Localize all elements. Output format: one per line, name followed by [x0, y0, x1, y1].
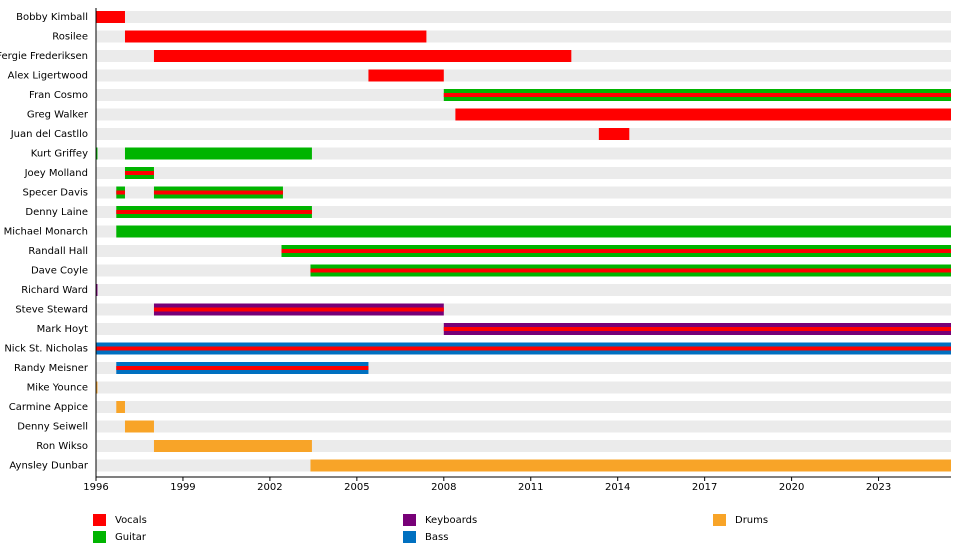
span-stripe	[281, 249, 951, 253]
legend-label: Vocals	[115, 515, 147, 526]
span-stripe	[153, 190, 283, 195]
row-background	[96, 401, 951, 413]
row-label: Steve Steward	[15, 305, 88, 316]
row-label: Dave Coyle	[31, 266, 88, 277]
row-background	[96, 420, 951, 433]
row-background	[96, 11, 951, 23]
span-bar	[124, 147, 312, 160]
span-stripe	[96, 346, 951, 351]
row-label: Mark Hoyt	[37, 324, 88, 335]
row-background	[96, 186, 951, 199]
row-label: Specer Davis	[22, 188, 88, 199]
x-tick-label: 2008	[431, 482, 456, 493]
row-label: Joey Molland	[24, 168, 88, 179]
span-bar	[368, 69, 444, 82]
span-stripe	[124, 171, 154, 175]
span-bar	[96, 147, 98, 160]
legend-label: Keyboards	[425, 515, 477, 526]
span-stripe	[116, 366, 369, 370]
row-label: Fran Cosmo	[29, 90, 88, 101]
span-stripe	[443, 327, 951, 331]
row-label: Richard Ward	[21, 285, 88, 296]
legend-label: Drums	[735, 515, 768, 526]
row-label: Michael Monarch	[4, 227, 88, 238]
x-tick-label: 1996	[83, 482, 108, 493]
span-bar	[455, 108, 951, 121]
x-tick-label: 2005	[344, 482, 369, 493]
row-label: Nick St. Nicholas	[4, 344, 88, 355]
span-stripe	[116, 210, 312, 214]
span-bar	[124, 30, 427, 43]
row-label: Greg Walker	[27, 110, 89, 121]
row-label: Randall Hall	[28, 246, 88, 257]
span-bar	[153, 50, 572, 62]
row-label: Mike Younce	[27, 383, 88, 394]
row-background	[96, 381, 951, 394]
span-bar	[96, 381, 98, 394]
row-label: Rosilee	[52, 32, 88, 43]
row-label: Randy Meisner	[14, 363, 89, 374]
x-tick-label: 2011	[518, 482, 543, 493]
span-bar	[96, 284, 98, 296]
legend-swatch	[403, 531, 416, 543]
legend-swatch	[93, 514, 106, 526]
row-label: Bobby Kimball	[16, 12, 88, 23]
span-stripe	[116, 190, 125, 195]
x-tick-label: 2017	[692, 482, 717, 493]
span-stripe	[310, 268, 951, 273]
row-label: Aynsley Dunbar	[9, 461, 89, 472]
row-label: Carmine Appice	[9, 402, 88, 413]
span-bar	[310, 459, 951, 472]
span-bar	[598, 128, 630, 140]
row-label: Alex Ligertwood	[8, 71, 88, 82]
span-bar	[116, 225, 951, 238]
x-tick-label: 1999	[170, 482, 195, 493]
x-tick-label: 2020	[779, 482, 804, 493]
span-bar	[153, 440, 312, 452]
row-label: Kurt Griffey	[31, 149, 88, 160]
span-stripe	[153, 307, 444, 312]
span-bar	[96, 11, 125, 23]
legend-swatch	[713, 514, 726, 526]
x-tick-label: 2002	[257, 482, 282, 493]
legend-label: Bass	[425, 532, 448, 543]
span-bar	[116, 401, 125, 413]
row-label: Fergie Frederiksen	[0, 51, 88, 62]
row-label: Denny Laine	[25, 207, 88, 218]
span-bar	[124, 420, 154, 433]
row-background	[96, 284, 951, 296]
row-label: Denny Seiwell	[17, 422, 88, 433]
row-background	[96, 128, 951, 140]
legend-label: Guitar	[115, 532, 147, 543]
legend-swatch	[403, 514, 416, 526]
row-background	[96, 167, 951, 179]
row-label: Ron Wikso	[36, 441, 88, 452]
x-tick-label: 2023	[866, 482, 891, 493]
span-stripe	[443, 93, 951, 97]
row-background	[96, 69, 951, 82]
x-tick-label: 2014	[605, 482, 630, 493]
legend-swatch	[93, 531, 106, 543]
row-label: Juan del Castllo	[10, 129, 88, 140]
